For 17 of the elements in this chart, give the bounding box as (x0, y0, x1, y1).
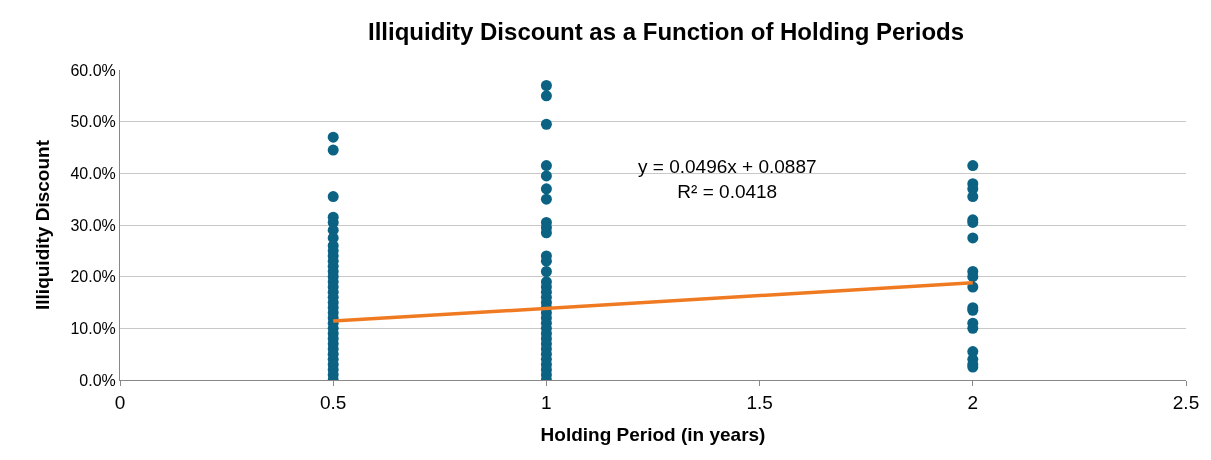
y-tick-label: 50.0% (70, 113, 116, 131)
y-tick-label: 10.0% (70, 319, 116, 337)
x-tick-label: 0 (114, 391, 126, 413)
y-axis-title: Illiquidity Discount (32, 139, 54, 310)
y-tick-label: 0.0% (79, 371, 116, 389)
y-tick-label: 60.0% (70, 61, 116, 79)
x-tick-label: 2.5 (1172, 391, 1200, 413)
chart-title: Illiquidity Discount as a Function of Holding Periods (368, 17, 965, 45)
x-tick-label: 1 (541, 391, 552, 413)
x-tick-label: 0.5 (319, 391, 347, 413)
x-axis-title: Holding Period (in years) (540, 423, 766, 445)
y-tick-label: 30.0% (70, 216, 116, 234)
x-tick-label: 2 (967, 391, 979, 413)
y-tick-label: 40.0% (70, 164, 116, 182)
x-tick-label: 1.5 (746, 391, 773, 413)
y-tick-label: 20.0% (70, 268, 116, 286)
annotation: y = 0.0496x + 0.0887 R² = 0.0418 (638, 156, 817, 202)
